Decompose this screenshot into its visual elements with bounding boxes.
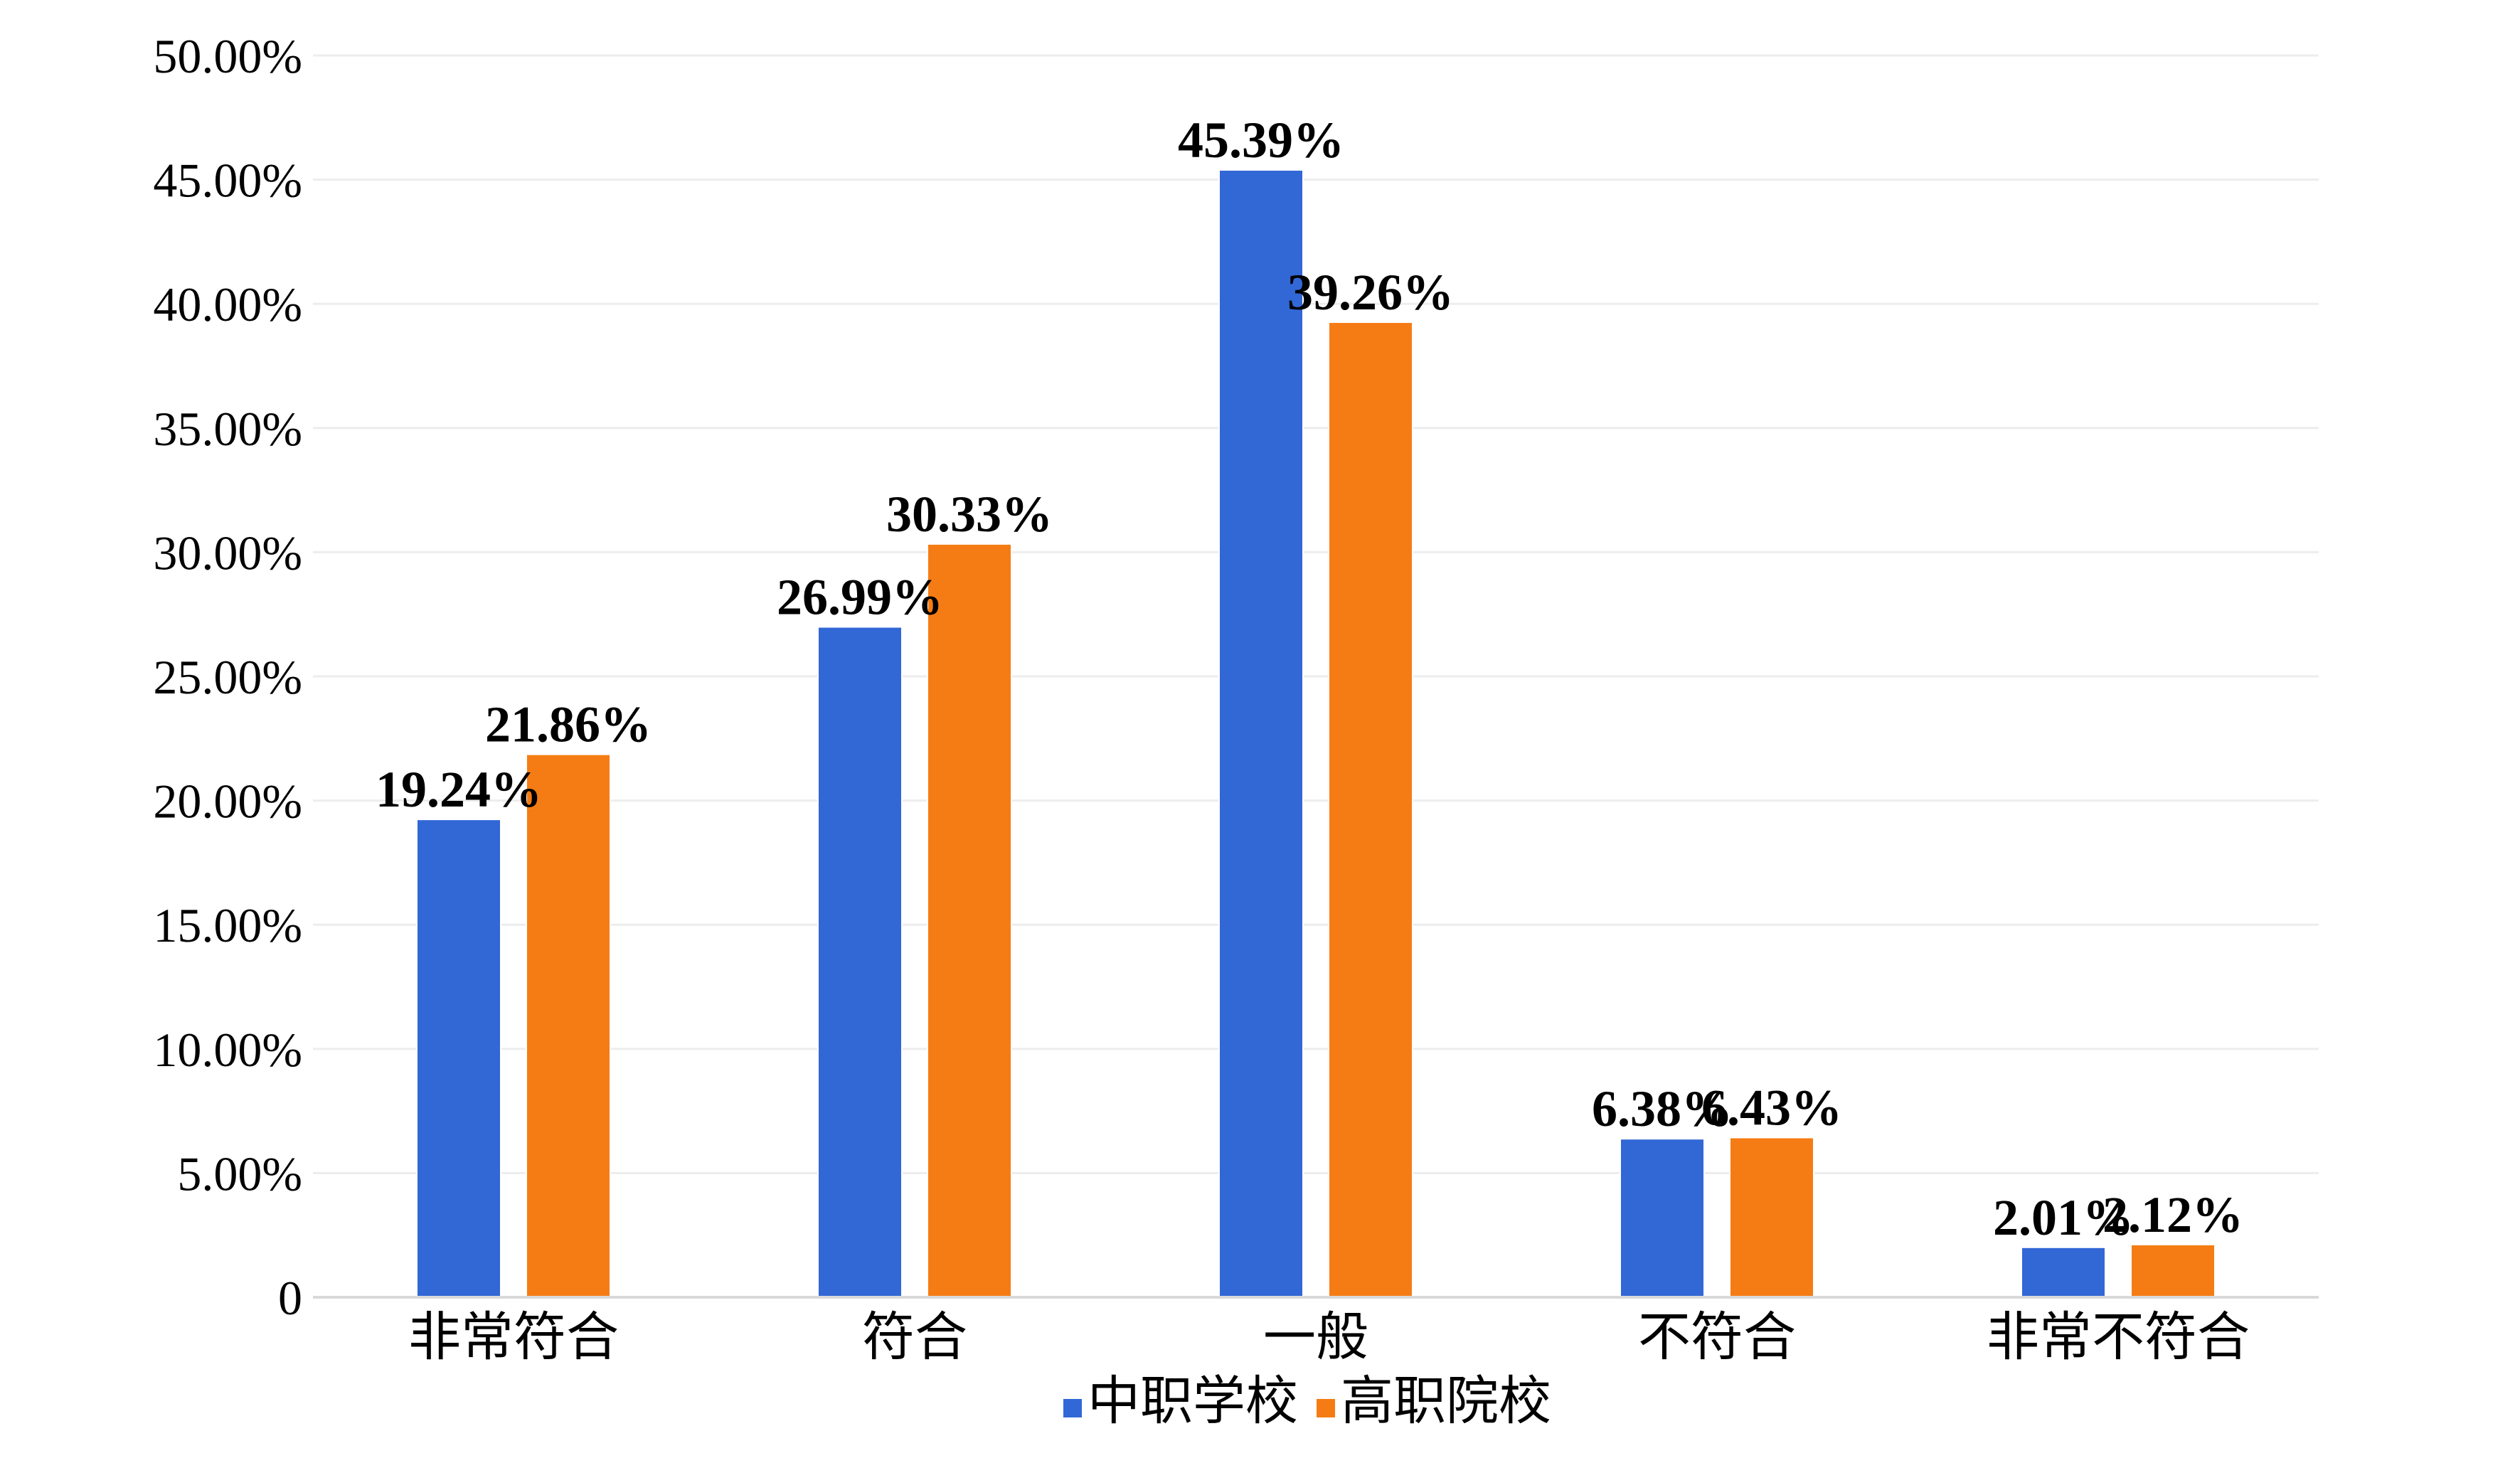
y-tick-label: 30.00% [153, 526, 302, 580]
legend-label: 中职学校 [1088, 1371, 1298, 1432]
x-tick-label: 非常不符合 [1987, 1307, 2250, 1368]
x-tick-label: 不符合 [1638, 1307, 1796, 1368]
y-tick-label: 35.00% [153, 402, 302, 456]
bar [1328, 321, 1413, 1299]
gridlines [313, 54, 2319, 1174]
data-label: 6.43% [1701, 1079, 1842, 1136]
data-label: 2.12% [2102, 1186, 2243, 1243]
bar [526, 753, 611, 1298]
y-tick-label: 10.00% [153, 1023, 302, 1077]
y-tick-label: 15.00% [153, 898, 302, 952]
y-tick-label: 0 [278, 1271, 302, 1325]
legend-label: 高职院校 [1341, 1371, 1551, 1432]
x-tick-label: 一般 [1263, 1307, 1368, 1368]
data-label: 19.24% [376, 761, 542, 818]
bars [416, 169, 2216, 1299]
bar [1729, 1137, 1814, 1298]
legend-swatch [1317, 1399, 1335, 1417]
data-label: 2.01% [1993, 1189, 2134, 1246]
bar [1218, 169, 1304, 1298]
x-axis: 非常符合 符合 一般 不符合 非常不符合 [313, 1296, 2319, 1368]
bar [817, 626, 903, 1298]
data-label: 26.99% [777, 569, 943, 626]
bar [1620, 1138, 1705, 1299]
y-tick-label: 20.00% [153, 775, 302, 829]
x-tick-label: 非常符合 [408, 1307, 619, 1368]
y-tick-label: 5.00% [177, 1146, 302, 1201]
y-tick-label: 40.00% [153, 277, 302, 331]
legend-swatch [1063, 1399, 1082, 1417]
data-label: 21.86% [485, 696, 652, 753]
bar [416, 819, 501, 1298]
bar [2130, 1243, 2216, 1299]
legend: 中职学校 高职院校 [1063, 1371, 1551, 1432]
y-tick-label: 25.00% [153, 650, 302, 704]
y-axis: 0 5.00% 10.00% 15.00% 20.00% 25.00% 30.00% 35.0… [153, 29, 302, 1325]
x-tick-label: 符合 [862, 1307, 967, 1368]
data-label: 6.38% [1592, 1080, 1733, 1137]
bar [927, 543, 1012, 1299]
data-label: 39.26% [1287, 264, 1454, 321]
data-label: 45.39% [1178, 112, 1344, 169]
data-labels: 19.24% 21.86% 26.99% 30.33% 45.39% 39.26% 6.38… [376, 112, 2243, 1246]
y-tick-label: 45.00% [153, 154, 302, 208]
y-tick-label: 50.00% [153, 29, 302, 83]
data-label: 30.33% [886, 486, 1053, 543]
bar [2021, 1246, 2106, 1298]
